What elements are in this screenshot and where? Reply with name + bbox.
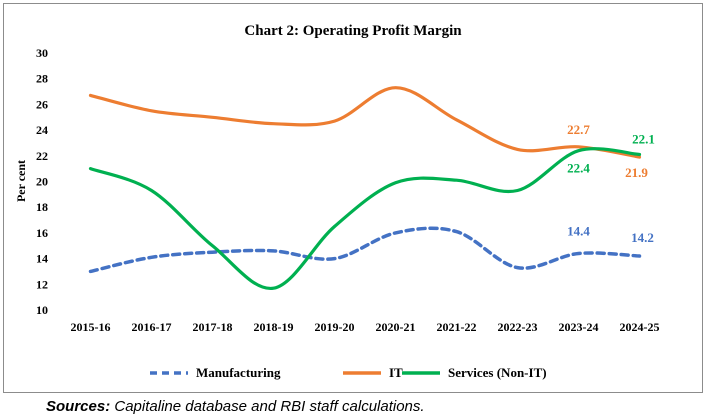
y-tick-label: 16 xyxy=(36,226,48,240)
y-tick-label: 14 xyxy=(36,252,48,266)
x-tick-label: 2023-24 xyxy=(559,320,599,334)
source-note: Sources: Capitaline database and RBI sta… xyxy=(46,398,425,415)
y-tick-label: 28 xyxy=(36,72,48,86)
data-label: 22.4 xyxy=(567,161,590,176)
x-tick-label: 2016-17 xyxy=(132,320,172,334)
series-line-it xyxy=(88,86,642,159)
legend: Manufacturing IT Services (Non-IT) xyxy=(150,365,547,380)
source-text: Capitaline database and RBI staff calcul… xyxy=(110,398,425,415)
source-label: Sources: xyxy=(46,398,111,415)
x-tick-label: 2021-22 xyxy=(437,320,477,334)
x-tick-label: 2015-16 xyxy=(71,320,111,334)
x-tick-label: 2018-19 xyxy=(254,320,294,334)
y-tick-label: 22 xyxy=(36,149,48,163)
x-tick-label: 2019-20 xyxy=(315,320,355,334)
chart-frame xyxy=(3,3,703,393)
legend-label: IT xyxy=(389,365,403,380)
y-axis-ticks: 10 12 14 16 18 20 22 24 26 28 30 xyxy=(36,46,48,317)
y-tick-label: 10 xyxy=(36,303,48,317)
data-label: 22.7 xyxy=(567,122,590,137)
x-tick-label: 2022-23 xyxy=(498,320,538,334)
y-tick-label: 30 xyxy=(36,46,48,60)
legend-label: Services (Non-IT) xyxy=(448,365,547,380)
series-lines xyxy=(88,86,642,290)
y-tick-label: 18 xyxy=(36,200,48,214)
series-line-manufacturing xyxy=(88,226,642,274)
y-tick-label: 24 xyxy=(36,123,48,137)
x-tick-label: 2020-21 xyxy=(376,320,416,334)
y-tick-label: 12 xyxy=(36,277,48,291)
data-label: 14.2 xyxy=(631,230,654,245)
y-tick-label: 20 xyxy=(36,175,48,189)
legend-label: Manufacturing xyxy=(196,365,281,380)
x-tick-label: 2024-25 xyxy=(620,320,660,334)
chart-title: Chart 2: Operating Profit Margin xyxy=(244,23,462,39)
y-axis-label: Per cent xyxy=(14,160,28,202)
series-line-services-non-it xyxy=(88,147,642,290)
x-axis-ticks: 2015-16 2016-17 2017-18 2018-19 2019-20 2020-… xyxy=(71,320,660,334)
y-tick-label: 26 xyxy=(36,97,48,111)
data-label: 21.9 xyxy=(625,165,648,180)
data-labels: 14.4 14.2 22.7 21.9 22.4 22.1 xyxy=(567,122,655,245)
line-chart: Chart 2: Operating Profit Margin Per cen… xyxy=(14,23,660,380)
data-label: 22.1 xyxy=(632,132,655,147)
data-label: 14.4 xyxy=(567,223,590,238)
x-tick-label: 2017-18 xyxy=(193,320,233,334)
